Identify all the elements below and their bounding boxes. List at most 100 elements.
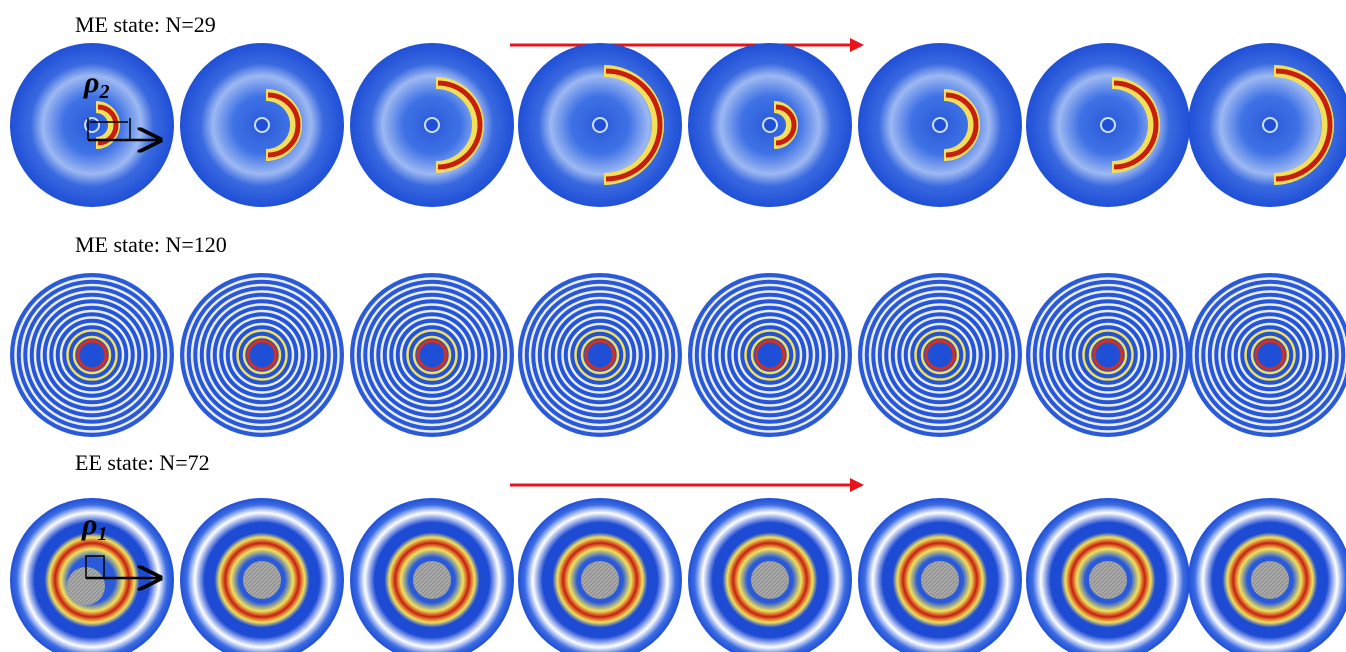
density-ring xyxy=(914,329,966,381)
density-ring xyxy=(548,303,652,407)
hole xyxy=(751,561,789,599)
density-ring xyxy=(46,309,138,401)
density-core xyxy=(929,344,951,366)
density-ring xyxy=(53,316,131,394)
density-ring xyxy=(711,296,829,414)
density-ring xyxy=(373,296,491,414)
arrow-head xyxy=(850,38,864,52)
density-ring xyxy=(1043,290,1173,420)
density-core xyxy=(1262,117,1278,133)
density-ring xyxy=(907,322,973,388)
density-ring xyxy=(1062,309,1154,401)
density-ring xyxy=(72,335,112,375)
density-arc xyxy=(605,68,663,182)
density-ring xyxy=(216,309,308,401)
rho-sub: 1 xyxy=(97,523,107,545)
hole xyxy=(1251,561,1289,599)
density-arc xyxy=(97,104,119,146)
density-ring xyxy=(242,335,282,375)
density-ring xyxy=(1192,277,1346,433)
density-ring xyxy=(744,329,796,381)
overlay: ρ2 ρ1 xyxy=(81,66,160,578)
density-ring xyxy=(580,335,620,375)
density-ring xyxy=(1056,303,1160,407)
density-ring xyxy=(399,322,465,388)
density-ring xyxy=(27,290,157,420)
density-ring xyxy=(1244,329,1296,381)
rho: ρ xyxy=(83,66,99,99)
density-ring xyxy=(541,296,659,414)
density-ring xyxy=(210,303,314,407)
density-arc xyxy=(1275,68,1333,182)
density-ring xyxy=(750,335,790,375)
density-ring xyxy=(901,316,979,394)
density-ring xyxy=(1036,283,1180,427)
density-ring xyxy=(393,316,471,394)
density-ring xyxy=(416,339,448,371)
density-core xyxy=(589,344,611,366)
density-ring xyxy=(1049,296,1167,414)
hole xyxy=(1089,561,1127,599)
density-ring xyxy=(367,290,497,420)
density-core xyxy=(84,117,100,133)
density-ring xyxy=(561,316,639,394)
density-ring xyxy=(924,339,956,371)
density-ring xyxy=(1205,290,1335,420)
density-ring xyxy=(1218,303,1322,407)
density-ring xyxy=(881,296,999,414)
density-core xyxy=(1100,117,1116,133)
density-ring xyxy=(1250,335,1290,375)
density-ring xyxy=(737,322,803,388)
density-ring xyxy=(406,329,458,381)
density-ring xyxy=(59,322,125,388)
density-ring xyxy=(1075,322,1141,388)
density-ring xyxy=(33,296,151,414)
density-ring xyxy=(223,316,301,394)
density-core xyxy=(932,117,948,133)
density-ring xyxy=(236,329,288,381)
density-ring xyxy=(554,309,646,401)
hole xyxy=(243,561,281,599)
density-ring xyxy=(698,283,842,427)
density-ring xyxy=(203,296,321,414)
density-ring xyxy=(380,303,484,407)
density-ring xyxy=(522,277,678,433)
density-ring xyxy=(1237,322,1303,388)
density-ring xyxy=(875,290,1005,420)
density-arc xyxy=(437,80,483,170)
hole xyxy=(921,561,959,599)
density-ring xyxy=(718,303,822,407)
density-ring xyxy=(584,339,616,371)
density-ring xyxy=(360,283,504,427)
density-ring xyxy=(1082,329,1134,381)
density-core xyxy=(421,344,443,366)
row-label: ME state: N=120 xyxy=(75,232,227,257)
density-ring xyxy=(386,309,478,401)
density-ring xyxy=(724,309,816,401)
density-ring xyxy=(354,277,510,433)
density-ring xyxy=(888,303,992,407)
hole xyxy=(581,561,619,599)
density-ring xyxy=(412,335,452,375)
density-ring xyxy=(1254,339,1286,371)
density-core xyxy=(762,117,778,133)
density-ring xyxy=(574,329,626,381)
hole xyxy=(67,567,105,605)
row-label: EE state: N=72 xyxy=(75,450,210,475)
density-ring xyxy=(862,277,1018,433)
density-ring xyxy=(229,322,295,388)
panels xyxy=(10,43,1346,652)
density-core xyxy=(81,344,103,366)
density-ring xyxy=(246,339,278,371)
density-arc xyxy=(775,104,797,146)
density-ring xyxy=(14,277,170,433)
density-ring xyxy=(1231,316,1309,394)
density-core xyxy=(251,344,273,366)
density-arc xyxy=(945,92,979,158)
density-ring xyxy=(1224,309,1316,401)
rho-label: ρ1 xyxy=(81,508,107,545)
density-ring xyxy=(184,277,340,433)
density-ring xyxy=(1030,277,1186,433)
density-core xyxy=(1097,344,1119,366)
